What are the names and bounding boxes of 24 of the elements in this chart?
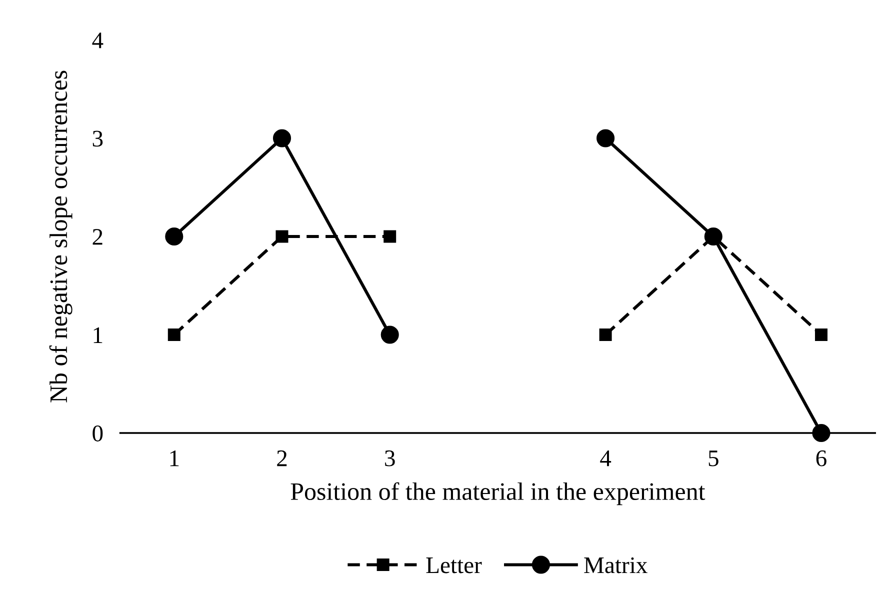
point	[380, 326, 399, 344]
x-tick-label: 4	[600, 450, 612, 466]
point	[276, 230, 288, 243]
x-tick-label: 2	[277, 450, 287, 466]
x-tick-label: 5	[708, 450, 718, 466]
point	[599, 328, 612, 342]
x-tick-label: 6	[816, 450, 826, 466]
y-tick-label: 2	[92, 229, 102, 245]
legend-label: Letter	[426, 558, 482, 574]
y-tick-label: 4	[92, 32, 104, 48]
y-axis-title: Nb of negative slope occurrences	[49, 70, 72, 402]
y-tick-label: 3	[92, 130, 103, 147]
point	[272, 129, 292, 148]
x-tick-label: 1	[170, 450, 179, 466]
point	[168, 328, 180, 342]
x-tick-label: 3	[385, 450, 395, 466]
y-tick-label: 1	[94, 327, 102, 343]
point	[596, 129, 615, 148]
point	[165, 227, 184, 246]
y-tick-label: 0	[92, 426, 103, 442]
x-axis-title: Position of the material in the experiment	[290, 482, 706, 506]
legend-label: Matrix	[584, 557, 648, 574]
point	[384, 230, 396, 243]
point	[814, 328, 828, 342]
